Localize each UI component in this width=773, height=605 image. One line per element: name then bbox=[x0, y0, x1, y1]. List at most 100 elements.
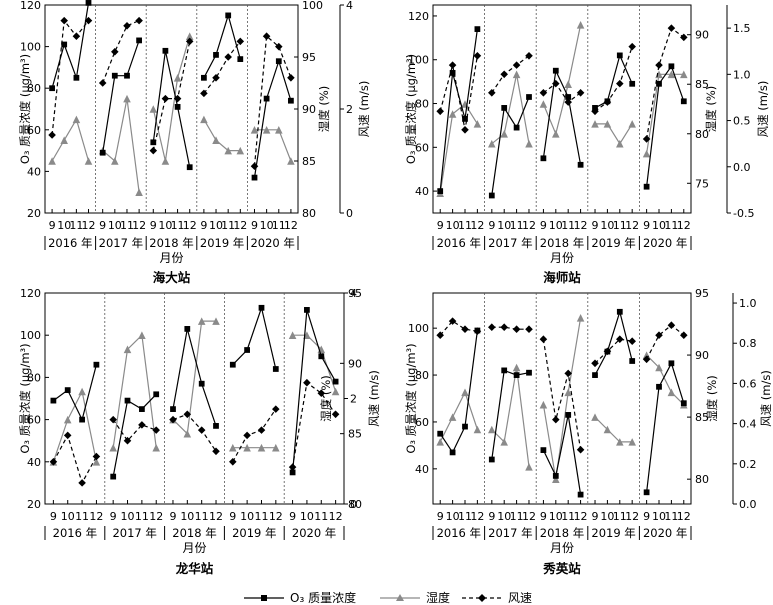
month-label: 10 bbox=[209, 219, 223, 232]
month-label: 10 bbox=[180, 510, 194, 523]
month-label: 11 bbox=[314, 510, 328, 523]
y2-tick-label: 90 bbox=[302, 103, 316, 116]
month-label: 9 bbox=[540, 510, 547, 523]
y3-axis-title: 风速 (m/s) bbox=[759, 370, 773, 427]
y-tick-label: 60 bbox=[27, 414, 41, 427]
legend-label-humidity: 湿度 bbox=[426, 590, 450, 605]
series-o3-line bbox=[229, 304, 279, 372]
year-label: 2019 年 bbox=[200, 236, 244, 250]
y-tick-label: 20 bbox=[27, 207, 41, 220]
plot-frame bbox=[432, 4, 692, 214]
month-label: 11 bbox=[135, 510, 149, 523]
y2-tick-label: 85 bbox=[302, 155, 316, 168]
series-wind-line bbox=[149, 37, 194, 155]
month-label: 12 bbox=[574, 510, 588, 523]
month-label: 9 bbox=[540, 219, 547, 232]
panel-title: 秀英站 bbox=[542, 561, 581, 576]
y-axis-title: O₃ 质量浓度 (μg/m³) bbox=[18, 54, 32, 164]
y-tick-label: 80 bbox=[415, 369, 429, 382]
y-tick-label: 120 bbox=[20, 0, 41, 12]
y2-tick-label: 100 bbox=[302, 0, 323, 12]
month-label: 11 bbox=[221, 219, 235, 232]
y3-tick-label: 1.0 bbox=[739, 297, 757, 310]
month-label: 10 bbox=[549, 510, 563, 523]
month-label: 10 bbox=[57, 219, 71, 232]
y2-tick-label: 85 bbox=[348, 428, 362, 441]
year-label: 2017 年 bbox=[99, 236, 143, 250]
y2-tick-label: 85 bbox=[695, 411, 709, 424]
month-label: 10 bbox=[446, 510, 460, 523]
month-label: 10 bbox=[300, 510, 314, 523]
series-wind-line bbox=[488, 52, 533, 97]
month-label: 10 bbox=[108, 219, 122, 232]
series-wind-line bbox=[591, 335, 636, 368]
month-label: 10 bbox=[497, 510, 511, 523]
x-axis-title: 月份 bbox=[182, 541, 206, 555]
series-o3-line bbox=[251, 58, 294, 181]
year-label: 2017 年 bbox=[488, 526, 532, 540]
month-label: 11 bbox=[458, 510, 472, 523]
y3-axis-title: 风速 (m/s) bbox=[357, 81, 371, 138]
year-label: 2018 年 bbox=[172, 526, 216, 540]
month-label: 9 bbox=[150, 219, 157, 232]
month-label: 10 bbox=[158, 219, 172, 232]
month-label: 12 bbox=[470, 219, 484, 232]
panel-title: 海大站 bbox=[153, 270, 191, 285]
series-o3-line bbox=[150, 47, 193, 171]
series-o3-line bbox=[99, 37, 142, 156]
series-humidity-line bbox=[200, 115, 245, 155]
month-label: 11 bbox=[510, 510, 524, 523]
series-wind-line bbox=[288, 378, 340, 471]
panel-2: 40 60 80 100 120 75 80 85 90 -0.5 0.0 0.5 1.0 1.5 O₃ 质… bbox=[404, 4, 770, 285]
y2-tick-label: 80 bbox=[695, 128, 709, 141]
y2-axis-title: 湿度 (%) bbox=[317, 86, 331, 133]
panel-title: 龙华站 bbox=[175, 561, 214, 576]
y-tick-label: 100 bbox=[408, 322, 429, 335]
y-tick-label: 40 bbox=[415, 463, 429, 476]
y3-tick-label: 0.8 bbox=[739, 337, 757, 350]
y-tick-label: 40 bbox=[27, 456, 41, 469]
y3-axis-title: 风速 (m/s) bbox=[367, 370, 381, 427]
month-label: 11 bbox=[561, 219, 575, 232]
series-wind-line bbox=[642, 321, 688, 364]
y3-tick-label: 0.4 bbox=[739, 418, 757, 431]
month-label: 10 bbox=[121, 510, 135, 523]
month-label: 12 bbox=[149, 510, 163, 523]
year-label: 2016 年 bbox=[437, 526, 481, 540]
series-humidity-line bbox=[109, 331, 160, 452]
series-humidity-line bbox=[642, 351, 688, 409]
series-o3-line bbox=[437, 327, 481, 456]
y2-tick-label: 90 bbox=[695, 349, 709, 362]
y-tick-label: 100 bbox=[408, 54, 429, 67]
month-label: 11 bbox=[272, 219, 286, 232]
y3-tick-label: 0 bbox=[346, 207, 353, 220]
series-o3-line bbox=[488, 94, 532, 199]
month-label: 12 bbox=[132, 219, 146, 232]
month-label: 9 bbox=[437, 219, 444, 232]
y2-tick-label: 90 bbox=[695, 29, 709, 42]
month-label: 10 bbox=[652, 510, 666, 523]
month-label: 12 bbox=[625, 219, 639, 232]
y2-axis-title: 湿度 (%) bbox=[319, 375, 333, 422]
month-label: 11 bbox=[75, 510, 89, 523]
legend-label-o3: O₃ 质量浓度 bbox=[290, 590, 356, 605]
month-label: 9 bbox=[110, 510, 117, 523]
plot-frame bbox=[432, 292, 692, 505]
x-axis-title: 月份 bbox=[159, 251, 183, 265]
month-label: 12 bbox=[625, 510, 639, 523]
y-axis-title: O₃ 质量浓度 (μg/m³) bbox=[18, 343, 32, 453]
month-label: 10 bbox=[61, 510, 75, 523]
year-label: 2020 年 bbox=[292, 526, 336, 540]
legend: O₃ 质量浓度 湿度 风速 bbox=[244, 590, 532, 605]
y-tick-label: 60 bbox=[415, 416, 429, 429]
y2-tick-label: 80 bbox=[302, 207, 316, 220]
y-tick-label: 80 bbox=[415, 98, 429, 111]
year-label: 2016 年 bbox=[48, 236, 92, 250]
y-tick-label: 40 bbox=[415, 185, 429, 198]
month-label: 10 bbox=[240, 510, 254, 523]
series-wind-line bbox=[436, 52, 482, 134]
year-label: 2020 年 bbox=[643, 236, 687, 250]
panel-3: 20 40 60 80 100 120 80 85 90 95 0 2 4 O₃ 质量浓度 (μg/m³)… bbox=[18, 287, 381, 576]
series-o3-line bbox=[643, 63, 687, 190]
month-label: 10 bbox=[652, 219, 666, 232]
